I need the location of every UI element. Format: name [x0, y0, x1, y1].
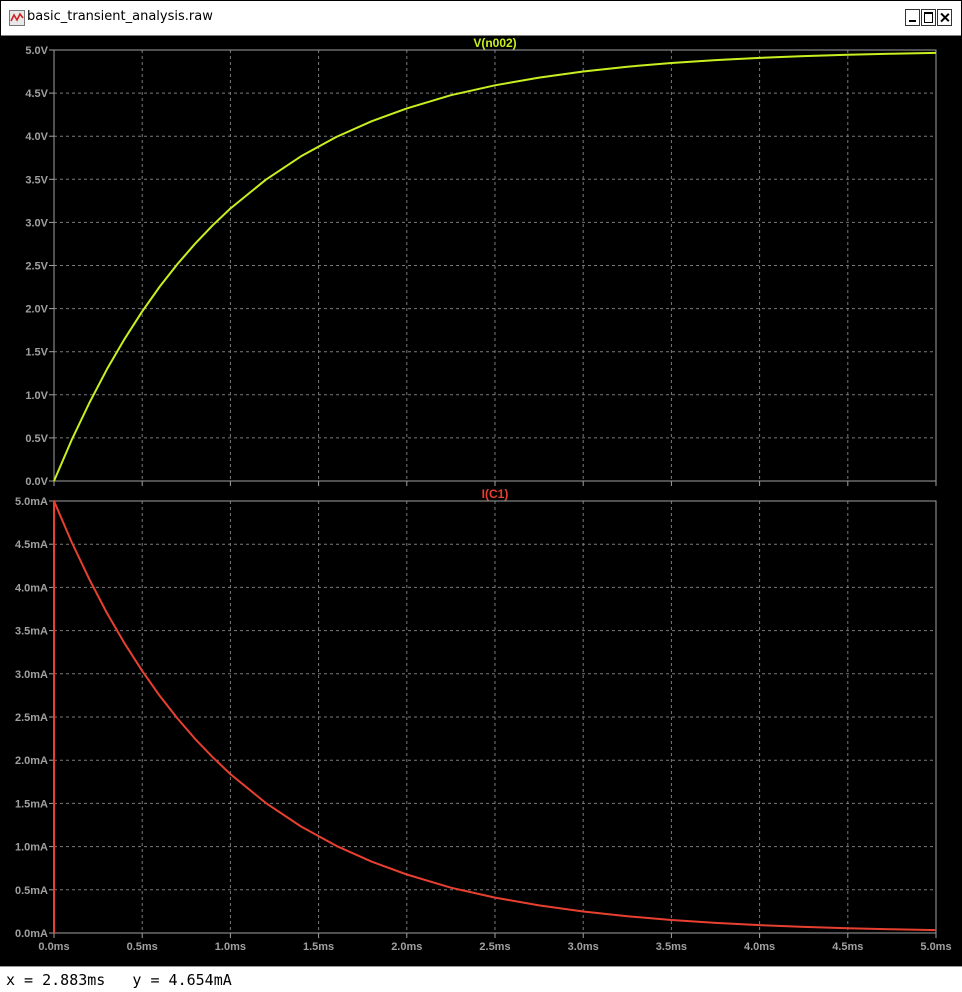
pane-2-x-tick-label: 4.0ms	[744, 941, 775, 953]
status-bar: x = 2.883ms y = 4.654mA	[0, 966, 962, 992]
pane-1-title: V(n002)	[473, 36, 516, 50]
plot-area[interactable]: 0.0V 0.5V 1.0V 1.5V 2.0V 2.5V 3.0V 3.5V 4.0V 4.5V…	[1, 36, 961, 966]
pane-2-y-tick-label: 3.5mA	[15, 626, 48, 638]
pane-1-y-tick-label: 4.5V	[25, 88, 48, 100]
maximize-button[interactable]	[921, 9, 936, 26]
pane-2-x-tick-label: 5.0ms	[920, 941, 951, 953]
pane-1-y-tick-label: 0.0V	[25, 476, 48, 488]
plot-canvas[interactable]: 0.0V 0.5V 1.0V 1.5V 2.0V 2.5V 3.0V 3.5V 4.0V 4.5V…	[1, 36, 961, 966]
pane-1-y-tick-label: 3.0V	[25, 217, 48, 229]
pane-2-x-tick-label: 0.5ms	[127, 941, 158, 953]
pane-2-y-tick-label: 0.0mA	[15, 928, 48, 940]
pane-1-y-tick-label: 1.5V	[25, 347, 48, 359]
pane-2-x-tick-label: 1.0ms	[215, 941, 246, 953]
pane-2-title: I(C1)	[482, 487, 509, 501]
pane-2-y-tick-label: 4.5mA	[15, 539, 48, 551]
pane-2-y-tick-label: 1.5mA	[15, 798, 48, 810]
pane-1-y-tick-label: 2.0V	[25, 304, 48, 316]
waveform-icon[interactable]	[9, 10, 25, 26]
waveform-window: basic_transient_analysis.raw 0.0V 0.5V 1.0…	[0, 0, 962, 967]
pane-2-x-tick-label: 4.5ms	[832, 941, 863, 953]
pane-2-y-tick-label: 0.5mA	[15, 885, 48, 897]
minimize-button[interactable]	[905, 9, 920, 26]
pane-1-y-tick-label: 1.0V	[25, 390, 48, 402]
pane-1-y-tick-label: 4.0V	[25, 131, 48, 143]
pane-2-y-tick-label: 3.0mA	[15, 669, 48, 681]
pane-2-x-tick-label: 1.5ms	[303, 941, 334, 953]
pane-2-y-tick-label: 1.0mA	[15, 842, 48, 854]
window-title: basic_transient_analysis.raw	[27, 9, 213, 24]
pane-2-trace	[53, 500, 937, 933]
pane-2-x-tick-label: 2.0ms	[391, 941, 422, 953]
title-bar[interactable]: basic_transient_analysis.raw	[1, 1, 961, 36]
pane-2-y-tick-label: 2.5mA	[15, 712, 48, 724]
pane-1-y-tick-label: 0.5V	[25, 433, 48, 445]
pane-2-y-tick-label: 2.0mA	[15, 755, 48, 767]
pane-2-y-tick-label: 5.0mA	[15, 496, 48, 508]
pane-1-y-tick-label: 2.5V	[25, 261, 48, 273]
cursor-readout: x = 2.883ms y = 4.654mA	[6, 971, 232, 989]
pane-2-y-tick-label: 4.0mA	[15, 582, 48, 594]
pane-2-x-tick-label: 3.0ms	[568, 941, 599, 953]
pane-1-y-tick-label: 5.0V	[25, 45, 48, 57]
close-button[interactable]	[937, 9, 952, 26]
pane-1-y-tick-label: 3.5V	[25, 174, 48, 186]
pane-2-x-tick-label: 2.5ms	[479, 941, 510, 953]
pane-2-x-tick-label: 3.5ms	[656, 941, 687, 953]
pane-2-x-tick-label: 0.0ms	[38, 941, 69, 953]
pane-1-trace	[53, 51, 937, 482]
